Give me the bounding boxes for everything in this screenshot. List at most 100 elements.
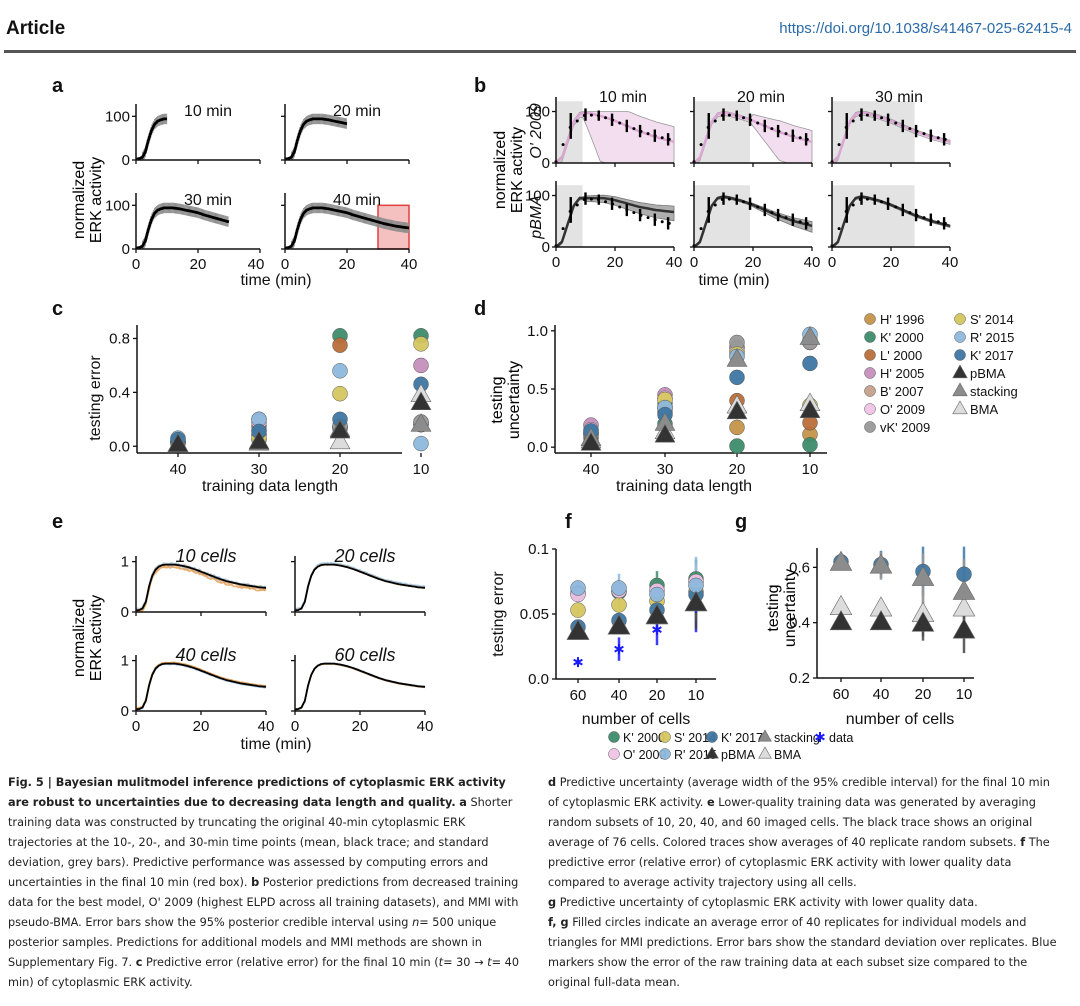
subplot-title: 20 min	[333, 103, 381, 120]
x-tick-label: 20	[352, 718, 369, 735]
panel-c-plot: 0.0 0.4 0.8 40 30 20 10	[109, 325, 432, 478]
y-axis-label: testing error	[490, 571, 507, 657]
x-tick-label: 20	[745, 254, 762, 271]
marker-pbma	[705, 746, 719, 759]
x-tick-label: 40	[258, 718, 275, 735]
x-tick-label: 40	[942, 254, 959, 271]
replicate-trace	[294, 561, 426, 610]
caption-c-t1: t	[438, 956, 444, 969]
mean-trace	[135, 206, 230, 250]
y-tick-label: 100	[105, 197, 130, 214]
marker-pbma	[248, 430, 270, 450]
y-label-line: ERK activity	[509, 127, 526, 213]
legend-label: K' 2000	[623, 731, 665, 745]
x-axis-label: number of cells	[582, 711, 691, 728]
caption-b-text: Posterior predictions from decreased tra…	[8, 876, 519, 929]
marker-pbma	[580, 432, 602, 451]
marker-stacking	[829, 550, 853, 571]
data-dot	[604, 200, 608, 204]
panel-label-a: a	[52, 75, 64, 97]
y-axis-label: testinguncertainty	[489, 361, 523, 439]
caption-e-label: e	[706, 796, 715, 809]
caption-right: d Predictive uncertainty (average width …	[548, 773, 1060, 993]
caption-d-text: Predictive uncertainty (average width of…	[548, 776, 1050, 809]
y-label-line: uncertainty	[506, 361, 523, 439]
prediction-mean	[555, 196, 675, 248]
caption-d-label: d	[548, 776, 557, 789]
subplot-title: 60 cells	[334, 645, 395, 665]
caption-b-text-2: = 500 unique posterior samples. Predicti…	[8, 916, 497, 969]
marker-pbma	[329, 419, 351, 439]
data-dot	[575, 203, 579, 207]
legend-label: H' 1996	[880, 312, 924, 327]
y-tick-label: 0	[542, 155, 550, 172]
y-tick-label: 0.05	[520, 606, 549, 623]
caption-c-label: c	[135, 956, 143, 969]
data-dot	[742, 116, 746, 120]
panel-label-c: c	[52, 298, 63, 320]
marker-data-asterisk	[652, 624, 662, 635]
marker-bma	[329, 430, 351, 450]
x-tick-label: 0	[132, 256, 140, 273]
subplot-title: 20 cells	[333, 546, 395, 566]
data-dot	[589, 197, 593, 201]
panel-b-subplot: 20 min	[690, 89, 813, 167]
full-average-trace	[294, 563, 426, 612]
panel-e-subplot: 20 cells	[291, 546, 426, 616]
legend-label: K' 2017	[970, 348, 1014, 363]
panel-d-plot: 0.0 0.5 1.0 40 30 20 10	[527, 323, 827, 478]
marker-b2007	[864, 385, 876, 397]
data-dot	[784, 216, 788, 220]
panel-a-subplot: 0 20 40 40 min	[281, 192, 418, 273]
legend-label: R' 2015	[970, 330, 1014, 345]
full-average-trace	[294, 662, 426, 711]
data-dot	[880, 200, 884, 204]
x-tick-label: 20	[729, 461, 746, 478]
x-tick-label: 40	[248, 256, 265, 273]
doi-link[interactable]: https://doi.org/10.1038/s41467-025-62415…	[779, 20, 1072, 37]
marker-k2017	[729, 369, 745, 386]
y-tick-label: 0.1	[528, 541, 549, 558]
marker-k2000	[864, 331, 876, 343]
data-dot	[589, 113, 593, 117]
marker-s2014	[611, 597, 627, 613]
full-average-trace	[135, 662, 267, 711]
panel-a-subplot: 100 00 20 40 30 min	[105, 192, 264, 273]
panel-b-subplot: 30 min	[828, 89, 951, 167]
marker-l2000	[332, 337, 348, 353]
panel-f-plot: 0.0 0.05 0.1 60 40 20 10	[520, 541, 716, 704]
caption-f-text: The predictive error (relative error) of…	[548, 836, 1050, 889]
section-label: Article	[6, 18, 66, 39]
legend-label: S' 2014	[970, 312, 1014, 327]
data-dot	[908, 127, 912, 131]
marker-s2014	[570, 602, 586, 618]
data-dot	[618, 121, 622, 125]
y-tick-label: 0.5	[527, 381, 548, 398]
legend-label: S' 2014	[674, 731, 716, 745]
y-axis-label: testing error	[87, 355, 104, 441]
data-dot	[894, 205, 898, 209]
panel-g-plot: 0.2 0.4 0.6 60 40 20 10	[789, 546, 976, 703]
subplot-title: 10 min	[184, 103, 232, 120]
marker-pbma	[566, 619, 590, 640]
data-dot	[936, 220, 940, 224]
x-tick-label: 0	[291, 718, 299, 735]
legend-label: BMA	[774, 748, 802, 762]
data-dot	[837, 143, 841, 147]
y-tick-label: 0.0	[528, 671, 549, 688]
y-tick-label: 1	[121, 653, 129, 670]
data-dot	[908, 211, 912, 215]
data-dot	[561, 143, 565, 147]
data-dot	[756, 205, 760, 209]
y-tick-label: 0.4	[109, 384, 130, 401]
marker-pbma	[869, 610, 893, 631]
panel-label-f: f	[565, 511, 572, 533]
data-dot	[742, 200, 746, 204]
y-tick-label: 0.2	[789, 670, 810, 687]
marker-r2015	[954, 331, 966, 343]
subplot-title: 10 cells	[175, 546, 236, 566]
data-dot	[632, 211, 636, 215]
marker-o2009	[608, 748, 620, 760]
data-dot	[699, 227, 703, 231]
marker-k2017	[706, 731, 718, 743]
